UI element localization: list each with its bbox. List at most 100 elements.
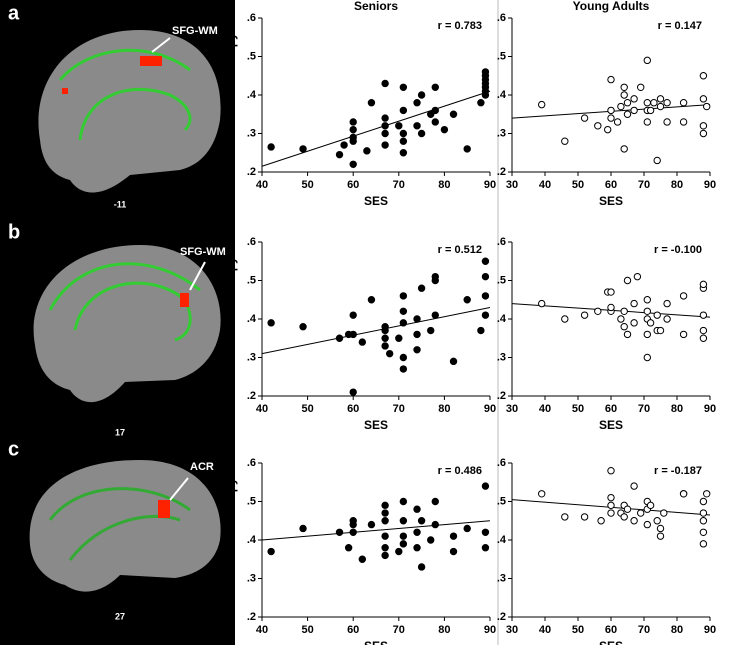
y-tick-label: .5 [497,495,506,507]
x-tick-label: 40 [256,624,268,636]
data-point [620,83,628,92]
data-point [663,315,671,323]
data-point [449,357,458,366]
slice-label: 27 [115,611,125,621]
data-point [607,467,615,475]
data-point [399,106,408,115]
data-point [703,490,711,498]
data-point [679,118,688,126]
data-point [381,79,389,88]
data-point [349,133,357,142]
x-tick-label: 80 [671,403,683,415]
data-point [656,524,665,533]
data-point [399,365,408,373]
data-point [607,288,615,296]
data-point [630,299,638,308]
x-tick-label: 70 [638,624,650,636]
data-point [607,501,615,510]
cluster [62,88,68,94]
data-point [417,91,426,99]
data-point [604,125,612,134]
data-point [417,129,426,138]
data-point [646,501,655,510]
panel-letter: a [8,2,20,24]
data-point [399,137,408,145]
data-point [381,129,389,138]
x-tick-label: 40 [256,179,268,191]
y-tick-label: .4 [247,534,257,546]
data-point [449,532,458,540]
data-point [607,303,615,312]
data-point [699,540,708,548]
x-tick-label: 90 [484,403,496,415]
data-point [607,114,615,122]
data-point [699,129,708,138]
data-point [620,513,628,521]
data-point [463,296,471,304]
data-point [413,528,421,536]
region-label: SFG-WM [172,25,218,37]
data-point [623,99,632,107]
data-point [399,497,408,506]
y-tick-label: .3 [497,572,506,584]
data-point [395,122,403,130]
x-tick-label: 60 [605,624,617,636]
data-point [413,99,421,107]
data-point [617,102,625,111]
data-point [663,99,671,107]
x-tick-label: 60 [347,624,359,636]
data-point [699,280,708,289]
y-tick-label: .4 [247,89,257,101]
data-point [643,99,651,107]
data-point [349,118,357,126]
data-point [679,292,688,300]
data-point [395,334,403,342]
data-point [623,276,632,285]
fit-line [261,520,491,541]
data-point [643,353,651,362]
x-tick-label: 80 [671,624,683,636]
x-tick-label: 90 [704,624,716,636]
data-point [449,110,458,118]
data-point [656,326,665,335]
data-point [299,145,307,153]
data-point [358,338,367,346]
data-point [349,160,357,169]
cluster [158,500,170,518]
data-point [481,311,490,319]
y-tick-label: .5 [497,274,506,286]
y-tick-label: .6 [247,12,256,24]
arrow [151,37,171,53]
data-point [663,118,671,126]
data-point [623,505,632,513]
data-point [399,353,408,362]
data-point [643,330,651,339]
data-point [481,87,490,95]
data-point [427,326,435,335]
data-point [561,137,569,145]
data-point [699,334,708,342]
data-point [431,520,439,529]
data-point [340,141,348,149]
column-title: Young Adults [573,0,650,13]
data-point [656,532,665,540]
data-point [440,125,449,134]
x-tick-label: 40 [539,179,551,191]
data-point [349,330,357,339]
data-point [367,99,376,107]
y-axis-label: Fractional Anisotropy [224,478,238,602]
y-tick-label: .2 [247,611,256,623]
x-tick-label: 70 [393,403,405,415]
data-point [335,528,344,536]
data-point [699,122,708,130]
data-point [620,91,628,99]
data-point [699,497,708,506]
data-point [481,528,490,536]
data-point [538,490,546,498]
data-point [637,509,645,517]
data-point [656,102,665,111]
y-tick-label: .3 [497,351,506,363]
region-label: SFG-WM [180,246,226,258]
x-tick-label: 80 [438,179,450,191]
